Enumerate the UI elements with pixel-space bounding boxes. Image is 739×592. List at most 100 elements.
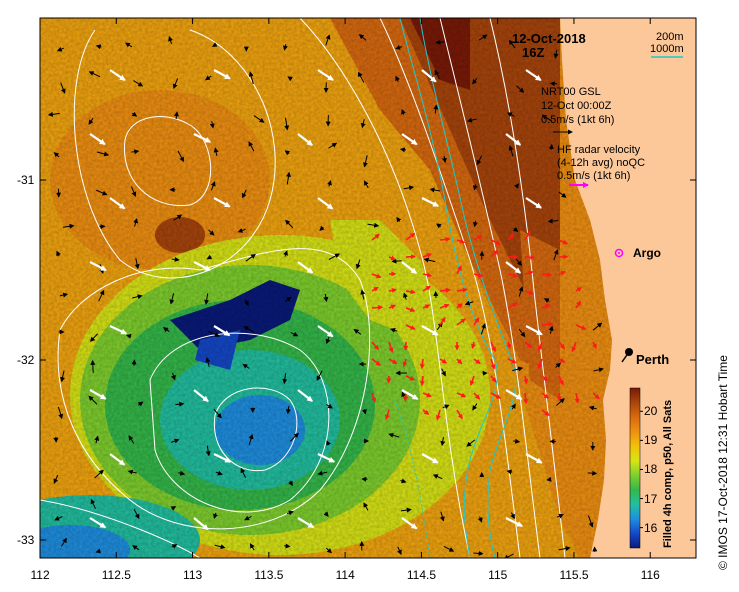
- gsl-velocity-arrow: [169, 293, 175, 305]
- wind-arrow: [193, 133, 212, 143]
- gsl-velocity-arrow: [288, 480, 293, 487]
- colorbar-tick-label: 16: [644, 520, 658, 535]
- gsl-velocity-arrow: [592, 322, 603, 331]
- gsl-velocity-arrow: [90, 498, 96, 509]
- hf-radar-velocity-arrow: [388, 287, 397, 293]
- depth-1000m-label: 1000m: [650, 43, 684, 55]
- hf-radar-velocity-arrow: [385, 409, 390, 420]
- gsl-velocity-arrow: [439, 511, 445, 522]
- hf-radar-velocity-arrow: [456, 238, 466, 244]
- hf-radar-velocity-arrow: [422, 253, 432, 258]
- hf-radar-velocity-arrow: [507, 302, 518, 309]
- gsl-velocity-arrow: [289, 432, 299, 442]
- gsl-velocity-arrow: [466, 439, 475, 447]
- gsl-velocity-arrow: [473, 550, 484, 556]
- gsl-velocity-arrow: [553, 249, 559, 261]
- wind-arrow: [505, 261, 522, 274]
- wind-arrow: [505, 389, 523, 401]
- gsl-velocity-arrow: [128, 435, 135, 444]
- gsl-velocity-arrow: [284, 117, 290, 131]
- hf-radar-velocity-arrow: [523, 392, 529, 404]
- lon-tick-label: 114.5: [406, 568, 437, 582]
- gsl-title: NRT00 GSL: [541, 86, 601, 98]
- gsl-velocity-arrow: [556, 513, 564, 519]
- hf-radar-velocity-arrow: [371, 273, 382, 279]
- gsl-velocity-arrow: [127, 469, 137, 475]
- lat-tick-label: -31: [17, 173, 35, 187]
- gsl-velocity-arrow: [588, 405, 597, 411]
- gsl-velocity-arrow: [215, 470, 223, 476]
- wind-arrows: [89, 69, 543, 531]
- gsl-velocity-arrow: [472, 403, 478, 411]
- gsl-velocity-arrow: [287, 76, 293, 82]
- gsl-velocity-arrow: [284, 296, 292, 302]
- hf-radar-velocity-arrow: [473, 234, 483, 241]
- hf-radar-velocity-arrows: [371, 230, 600, 421]
- gsl-velocity-arrow: [513, 183, 520, 189]
- gsl-velocity-arrow: [284, 543, 291, 549]
- hf-radar-velocity-arrow: [524, 341, 532, 349]
- lat-tick-label: -33: [17, 533, 35, 547]
- gsl-velocity-arrow: [360, 289, 366, 300]
- gsl-velocity-arrow: [433, 104, 439, 114]
- gsl-velocity-arrow: [88, 117, 94, 125]
- gsl-velocity-arrow: [506, 469, 513, 475]
- gsl-velocity-arrow: [243, 326, 255, 333]
- lon-tick-label: 116: [640, 568, 660, 582]
- hf-radar-velocity-arrow: [388, 358, 398, 365]
- hf-radar-velocity-arrow: [422, 409, 430, 415]
- gsl-velocity-arrow: [328, 253, 340, 260]
- gsl-velocity-arrow: [358, 34, 367, 41]
- gsl-velocity-arrow: [435, 39, 445, 45]
- gsl-velocity-arrow: [361, 409, 367, 415]
- gsl-velocity-arrow: [480, 323, 486, 335]
- gsl-velocity-arrow: [213, 147, 219, 156]
- gsl-velocity-arrow: [133, 218, 139, 227]
- hf-radar-velocity-arrow: [402, 358, 408, 368]
- hf-radar-velocity-arrow: [456, 358, 463, 365]
- wind-arrow: [525, 197, 542, 209]
- hf-radar-velocity-arrow: [405, 254, 416, 260]
- gsl-velocity-arrow: [98, 289, 105, 302]
- gsl-velocity-arrow: [131, 111, 138, 117]
- gsl-velocity-arrows: [47, 34, 604, 558]
- gsl-velocity-arrow: [171, 372, 176, 381]
- colorbar-tick-label: 18: [644, 462, 658, 477]
- gsl-velocity-arrow: [395, 75, 400, 82]
- gsl-velocity-arrow: [555, 362, 562, 368]
- gsl-velocity-arrow: [213, 408, 222, 419]
- gsl-velocity-arrow: [516, 258, 522, 266]
- hf-radar-velocity-arrow: [558, 341, 565, 350]
- gsl-velocity-arrow: [546, 476, 552, 482]
- gsl-velocity-arrow: [440, 437, 446, 447]
- gsl-velocity-arrow: [47, 111, 60, 117]
- gsl-velocity-arrow: [168, 36, 173, 44]
- gsl-velocity-arrow: [131, 149, 140, 155]
- gsl-velocity-arrow: [137, 401, 144, 407]
- hf-radar-velocity-arrow: [388, 304, 397, 310]
- gsl-velocity-arrow: [316, 370, 323, 381]
- hf-radar-velocity-arrow: [371, 341, 379, 351]
- gsl-velocity-arrow: [508, 145, 514, 157]
- gsl-velocity-arrow: [319, 225, 325, 231]
- hf-radar-velocity-arrow: [371, 286, 379, 292]
- lon-tick-label: 115.5: [559, 568, 589, 582]
- hf-radar-velocity-arrow: [403, 341, 409, 351]
- gsl-velocity-arrow: [549, 81, 558, 87]
- gsl-velocity-arrow: [130, 186, 137, 197]
- gsl-velocity-arrow: [442, 404, 450, 410]
- gsl-velocity-arrow: [214, 544, 226, 550]
- gsl-velocity-arrow: [286, 510, 294, 516]
- hf-radar-velocity-arrow: [456, 303, 463, 309]
- gsl-velocity-arrow: [518, 286, 524, 297]
- gsl-velocity-arrow: [353, 329, 362, 335]
- map-date: 12-Oct-2018: [512, 31, 586, 46]
- hf-radar-velocity-arrow: [490, 358, 496, 370]
- wind-arrow: [317, 325, 334, 338]
- gsl-velocity-arrow: [543, 298, 550, 303]
- wind-arrow: [421, 325, 439, 336]
- gsl-velocity-arrow: [210, 181, 216, 191]
- gsl-velocity-arrow: [248, 141, 255, 152]
- hf-radar-velocity-arrow: [490, 341, 496, 353]
- hf-radar-velocity-arrow: [558, 239, 569, 245]
